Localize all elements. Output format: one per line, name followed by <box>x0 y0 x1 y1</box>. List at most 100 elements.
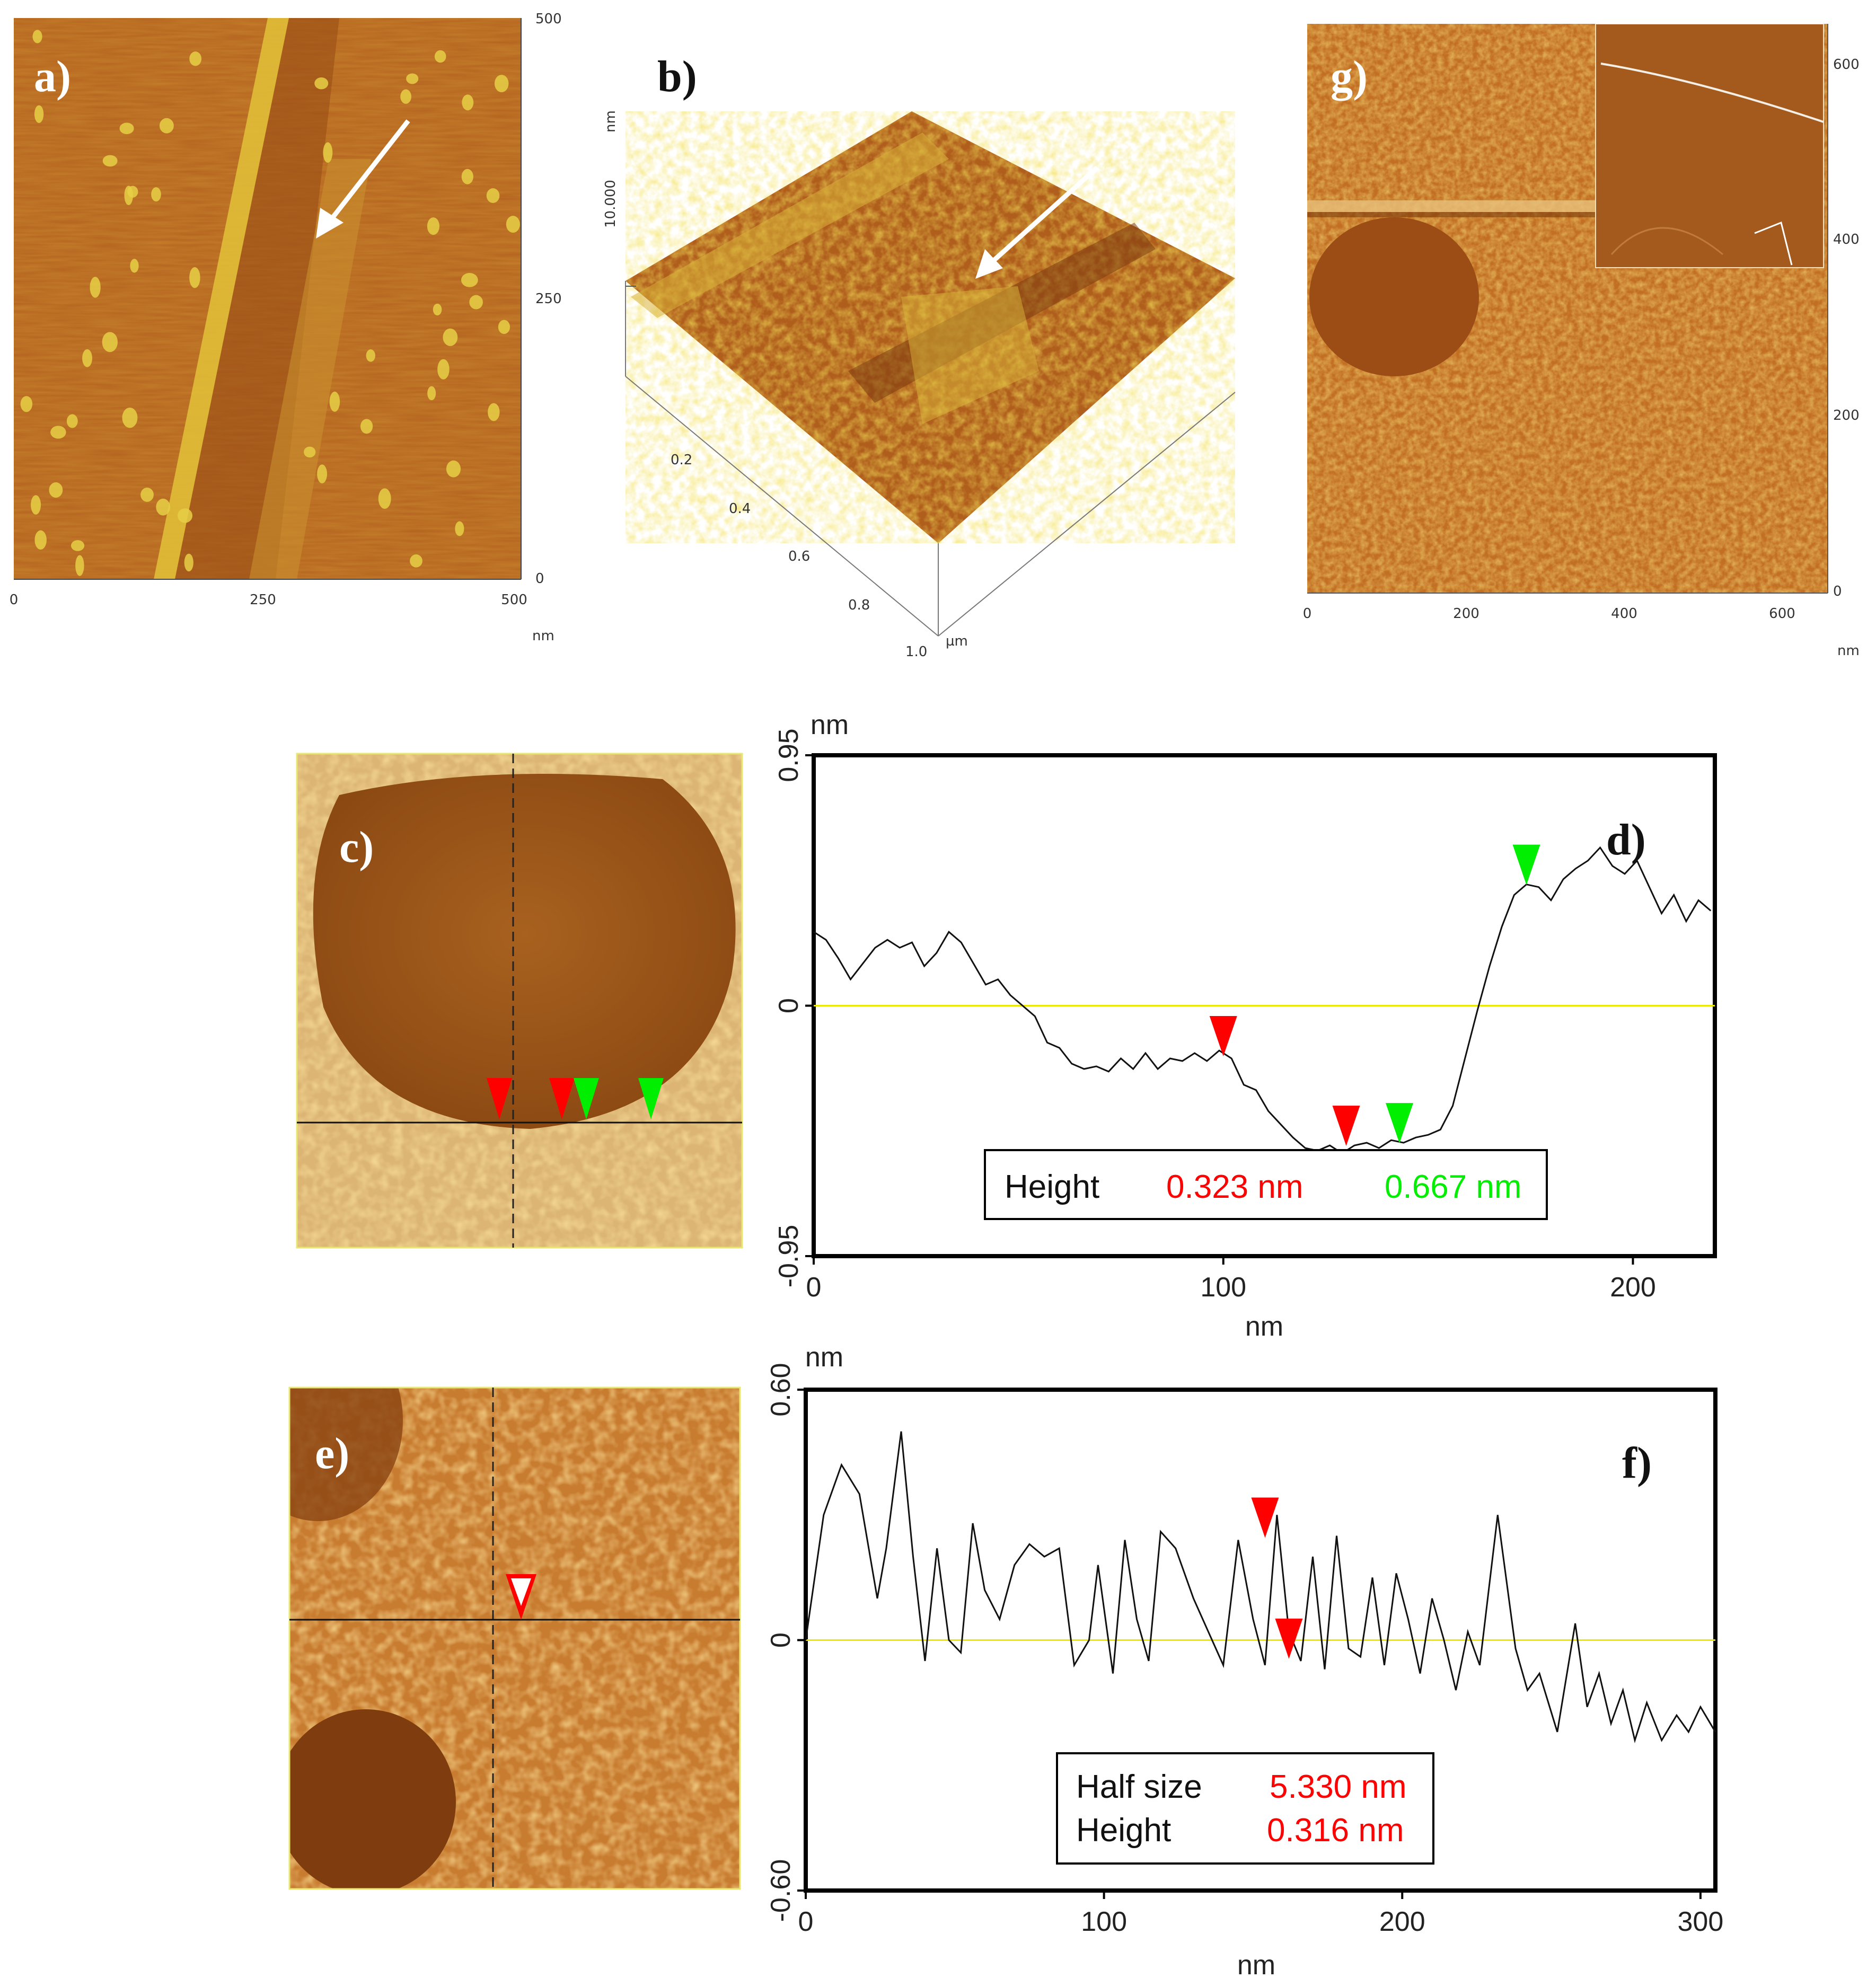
particle <box>486 188 500 203</box>
particle <box>71 540 85 551</box>
particle <box>406 73 419 84</box>
particle <box>20 396 33 412</box>
panel-f-x-ticks: 0 100 200 300 <box>798 1891 1723 1937</box>
panel-a-ytick-2: 0 <box>535 571 544 587</box>
panel-b-ztick: 10.000 <box>603 180 619 228</box>
d-green-marker-2 <box>1512 844 1540 885</box>
particle <box>140 487 154 502</box>
panel-f-chart: 0 100 200 300 0.600-0.60 nm nm f) Half size… <box>765 1342 1723 1981</box>
particle <box>446 460 461 478</box>
panel-a-terrace <box>249 159 371 579</box>
particle <box>323 142 333 163</box>
panel-a-label: a) <box>34 52 71 101</box>
panel-a-unit: nm <box>532 628 554 644</box>
d-red-marker-1 <box>1209 1015 1237 1056</box>
panel-f-legend-row1-value: 5.330 nm <box>1270 1769 1407 1805</box>
panel-d-profile-line <box>813 846 1712 1154</box>
particle <box>34 530 47 550</box>
panel-g-ytick-2: 200 <box>1833 408 1860 423</box>
particle <box>427 217 440 235</box>
particle <box>159 118 174 134</box>
particle <box>462 94 474 111</box>
d-ytick-label-0: 0.95 <box>773 728 804 782</box>
panel-g-step <box>1307 200 1604 212</box>
particle <box>443 328 458 346</box>
f-ytick-label-1: 0 <box>765 1632 796 1648</box>
panel-g-label: g) <box>1331 52 1368 101</box>
panel-b-arrow <box>975 165 1099 279</box>
panel-a-ridge <box>154 18 289 579</box>
panel-f-y-ticks: 0.60 0 -0.60 <box>765 1363 806 1922</box>
panel-d-chart: 0 100 200 0.950-0.95 nm nm d) Height 0.323… <box>773 710 1717 1342</box>
particle <box>119 122 134 135</box>
particle <box>122 407 138 428</box>
particle <box>314 77 329 90</box>
particle <box>378 488 391 509</box>
particle <box>317 464 328 483</box>
particle <box>434 50 446 63</box>
panel-c-red-marker-1 <box>487 1078 512 1119</box>
particle <box>102 332 118 352</box>
particle <box>360 419 373 434</box>
panel-g-ytick-3: 0 <box>1833 584 1842 599</box>
particle <box>469 295 483 310</box>
d-xtick-label-0: 0 <box>806 1272 822 1303</box>
panel-b-tick-3: 0.8 <box>848 597 870 613</box>
panel-d-legend-title: Height <box>1005 1169 1099 1205</box>
particle <box>127 186 138 198</box>
f-red-marker-2 <box>1275 1618 1303 1659</box>
particle <box>433 303 442 316</box>
particle <box>189 51 202 66</box>
panel-d-label: d) <box>1606 815 1646 864</box>
panel-b-tick-1: 0.4 <box>729 501 751 517</box>
panel-g-unit: nm <box>1837 643 1860 659</box>
particle <box>49 482 63 498</box>
panel-b-y-axis <box>938 392 1236 637</box>
panel-f-legend: Half size 5.330 nm Height 0.316 nm <box>1056 1752 1434 1865</box>
panel-c-red-marker-2 <box>549 1078 575 1119</box>
particle <box>178 508 193 523</box>
panel-d-xlabel: nm <box>1245 1311 1283 1342</box>
panel-a-xtick-2: 500 <box>501 592 527 608</box>
panel-b-band-1 <box>631 133 949 318</box>
f-xtick-label-1: 100 <box>1081 1906 1127 1937</box>
panel-b-tick-2: 0.6 <box>788 549 810 564</box>
panel-a-ytick-0: 500 <box>535 11 562 27</box>
particle <box>506 216 520 233</box>
panel-g-ytick-1: 400 <box>1833 232 1860 248</box>
panel-f-legend-row1-title: Half size <box>1076 1769 1202 1805</box>
panel-d-legend-green: 0.667 nm <box>1385 1169 1522 1205</box>
panel-d-y-ticks: 0.95 0 -0.95 <box>773 728 814 1287</box>
panel-f-label: f) <box>1622 1438 1652 1488</box>
panel-a-particles <box>20 30 520 576</box>
panel-g-hole <box>1309 217 1479 376</box>
panel-g: g) 0 200 400 600 600 400 200 0 nm <box>1303 24 1860 659</box>
panel-f-legend-row2-title: Height <box>1076 1812 1171 1849</box>
panel-d-legend-red: 0.323 nm <box>1166 1169 1303 1205</box>
particle <box>461 272 478 287</box>
panel-e: e) <box>288 1387 741 1890</box>
particle <box>50 426 66 439</box>
f-xtick-label-3: 300 <box>1677 1906 1723 1937</box>
panel-b-xy-unit: µm <box>946 633 968 649</box>
d-red-marker-2 <box>1332 1106 1360 1146</box>
particle <box>488 403 500 421</box>
particle <box>455 521 464 536</box>
f-xtick-label-2: 200 <box>1379 1906 1425 1937</box>
particle <box>400 89 411 104</box>
panel-d-legend: Height 0.323 nm 0.667 nm <box>984 1149 1548 1220</box>
panel-e-label: e) <box>315 1429 349 1478</box>
panel-f-ylabel: nm <box>805 1342 843 1373</box>
panel-a: a) 0 250 500 500 250 0 nm <box>10 11 562 644</box>
panel-d-markers <box>1209 844 1540 1146</box>
f-red-marker-1 <box>1251 1497 1279 1538</box>
f-xtick-label-0: 0 <box>798 1906 814 1937</box>
particle <box>75 555 84 576</box>
panel-f-markers <box>1251 1497 1303 1659</box>
particle <box>427 386 436 401</box>
particle <box>32 30 42 43</box>
particle <box>151 187 161 202</box>
panel-e-dark-corner <box>289 1388 403 1521</box>
panel-g-xtick-2: 400 <box>1611 606 1637 622</box>
